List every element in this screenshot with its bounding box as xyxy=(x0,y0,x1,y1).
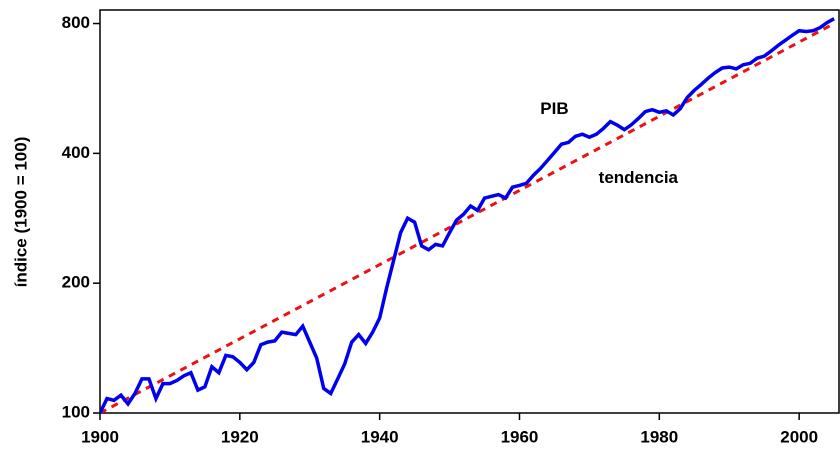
y-tick-label: 400 xyxy=(62,143,90,162)
x-tick-label: 1900 xyxy=(81,427,119,446)
series-line xyxy=(100,17,835,413)
x-tick-label: 2000 xyxy=(780,427,818,446)
x-tick-label: 1980 xyxy=(640,427,678,446)
y-axis-label: índice (1900 = 100) xyxy=(11,137,30,288)
annotation: PIB xyxy=(540,99,568,118)
y-tick-label: 100 xyxy=(62,402,90,421)
annotation: tendencia xyxy=(599,168,679,187)
x-tick-label: 1940 xyxy=(361,427,399,446)
x-tick-label: 1920 xyxy=(221,427,259,446)
x-tick-label: 1960 xyxy=(501,427,539,446)
plot-frame xyxy=(99,9,840,414)
y-tick-label: 200 xyxy=(62,273,90,292)
series-line xyxy=(100,22,835,413)
y-tick-label: 800 xyxy=(62,13,90,32)
